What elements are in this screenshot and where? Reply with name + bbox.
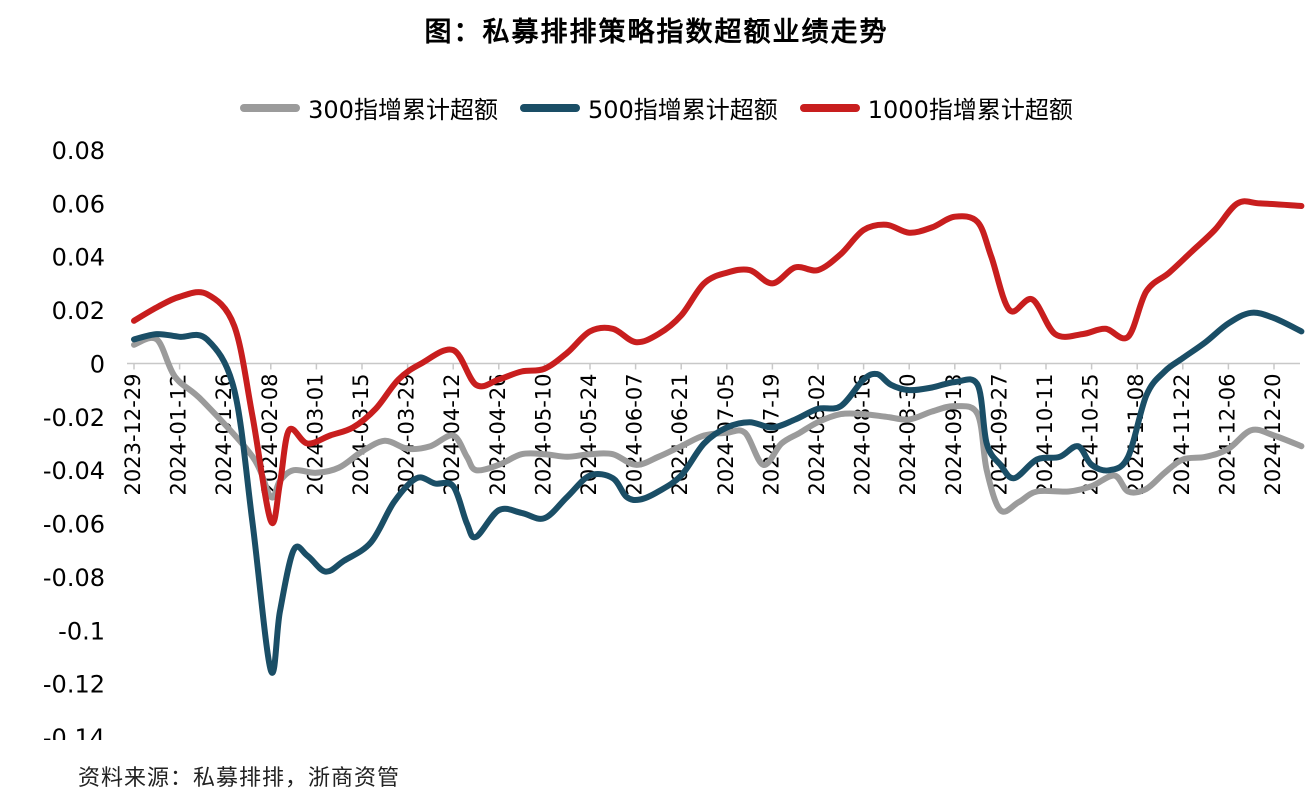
y-tick-label: 0 <box>90 350 105 378</box>
x-tick-label: 2024-08-02 <box>805 373 829 495</box>
x-tick-label: 2024-07-19 <box>759 373 783 495</box>
series-line-1000 <box>131 198 1305 527</box>
y-tick-label: -0.04 <box>43 457 105 485</box>
legend-swatch-1000 <box>799 103 860 112</box>
x-tick-label: 2024-10-25 <box>1079 373 1103 495</box>
x-tick-label: 2024-05-10 <box>531 373 555 495</box>
y-tick-label: 0.02 <box>52 297 105 325</box>
legend-item-1000: 1000指增累计超额 <box>799 90 1073 125</box>
x-tick-label: 2024-03-29 <box>395 373 419 495</box>
y-tick-label: -0.06 <box>43 511 105 539</box>
y-tick-label: -0.1 <box>58 617 105 645</box>
x-tick-label: 2024-03-15 <box>349 373 373 495</box>
chart-title: 图：私募排排策略指数超额业绩走势 <box>424 17 889 48</box>
series-line-300 <box>131 334 1305 515</box>
y-tick-label: 0.04 <box>52 244 105 272</box>
x-tick-label: 2024-09-13 <box>942 373 966 495</box>
legend-item-300: 300指增累计超额 <box>240 90 498 125</box>
y-tick-label: 0.08 <box>52 137 105 165</box>
x-tick-label: 2024-01-12 <box>167 373 191 495</box>
legend-label-500: 500指增累计超额 <box>587 96 778 124</box>
legend: 300指增累计超额 500指增累计超额 1000指增累计超额 <box>0 90 1313 125</box>
x-tick-label: 2024-08-30 <box>896 373 920 495</box>
x-tick-label: 2024-11-22 <box>1170 373 1194 495</box>
x-tick-label: 2024-03-01 <box>303 373 327 495</box>
series-line-500 <box>131 309 1305 676</box>
x-tick-label: 2024-04-26 <box>486 373 510 495</box>
legend-label-1000: 1000指增累计超额 <box>867 96 1073 124</box>
x-tick-label: 2023-12-29 <box>121 373 145 495</box>
legend-label-300: 300指增累计超额 <box>308 96 498 124</box>
y-tick-label: -0.02 <box>43 404 105 432</box>
line-chart: 0.08 0.06 0.04 0.02 0 -0.02 -0.04 -0.06 -0.08 -0.… <box>43 137 1305 740</box>
y-tick-label: -0.14 <box>43 724 105 740</box>
x-tick-label: 2024-06-07 <box>623 373 647 495</box>
source-note: 资料来源：私募排排，浙商资管 <box>78 766 401 791</box>
legend-item-500: 500指增累计超额 <box>519 90 778 125</box>
legend-swatch-500 <box>519 103 580 112</box>
legend-swatch-300 <box>240 103 301 112</box>
x-tick-label: 2024-10-11 <box>1033 373 1057 495</box>
y-tick-label: -0.12 <box>43 671 105 699</box>
y-tick-label: -0.08 <box>43 564 105 592</box>
x-tick-label: 2024-12-06 <box>1215 373 1239 495</box>
y-tick-label: 0.06 <box>52 190 105 218</box>
